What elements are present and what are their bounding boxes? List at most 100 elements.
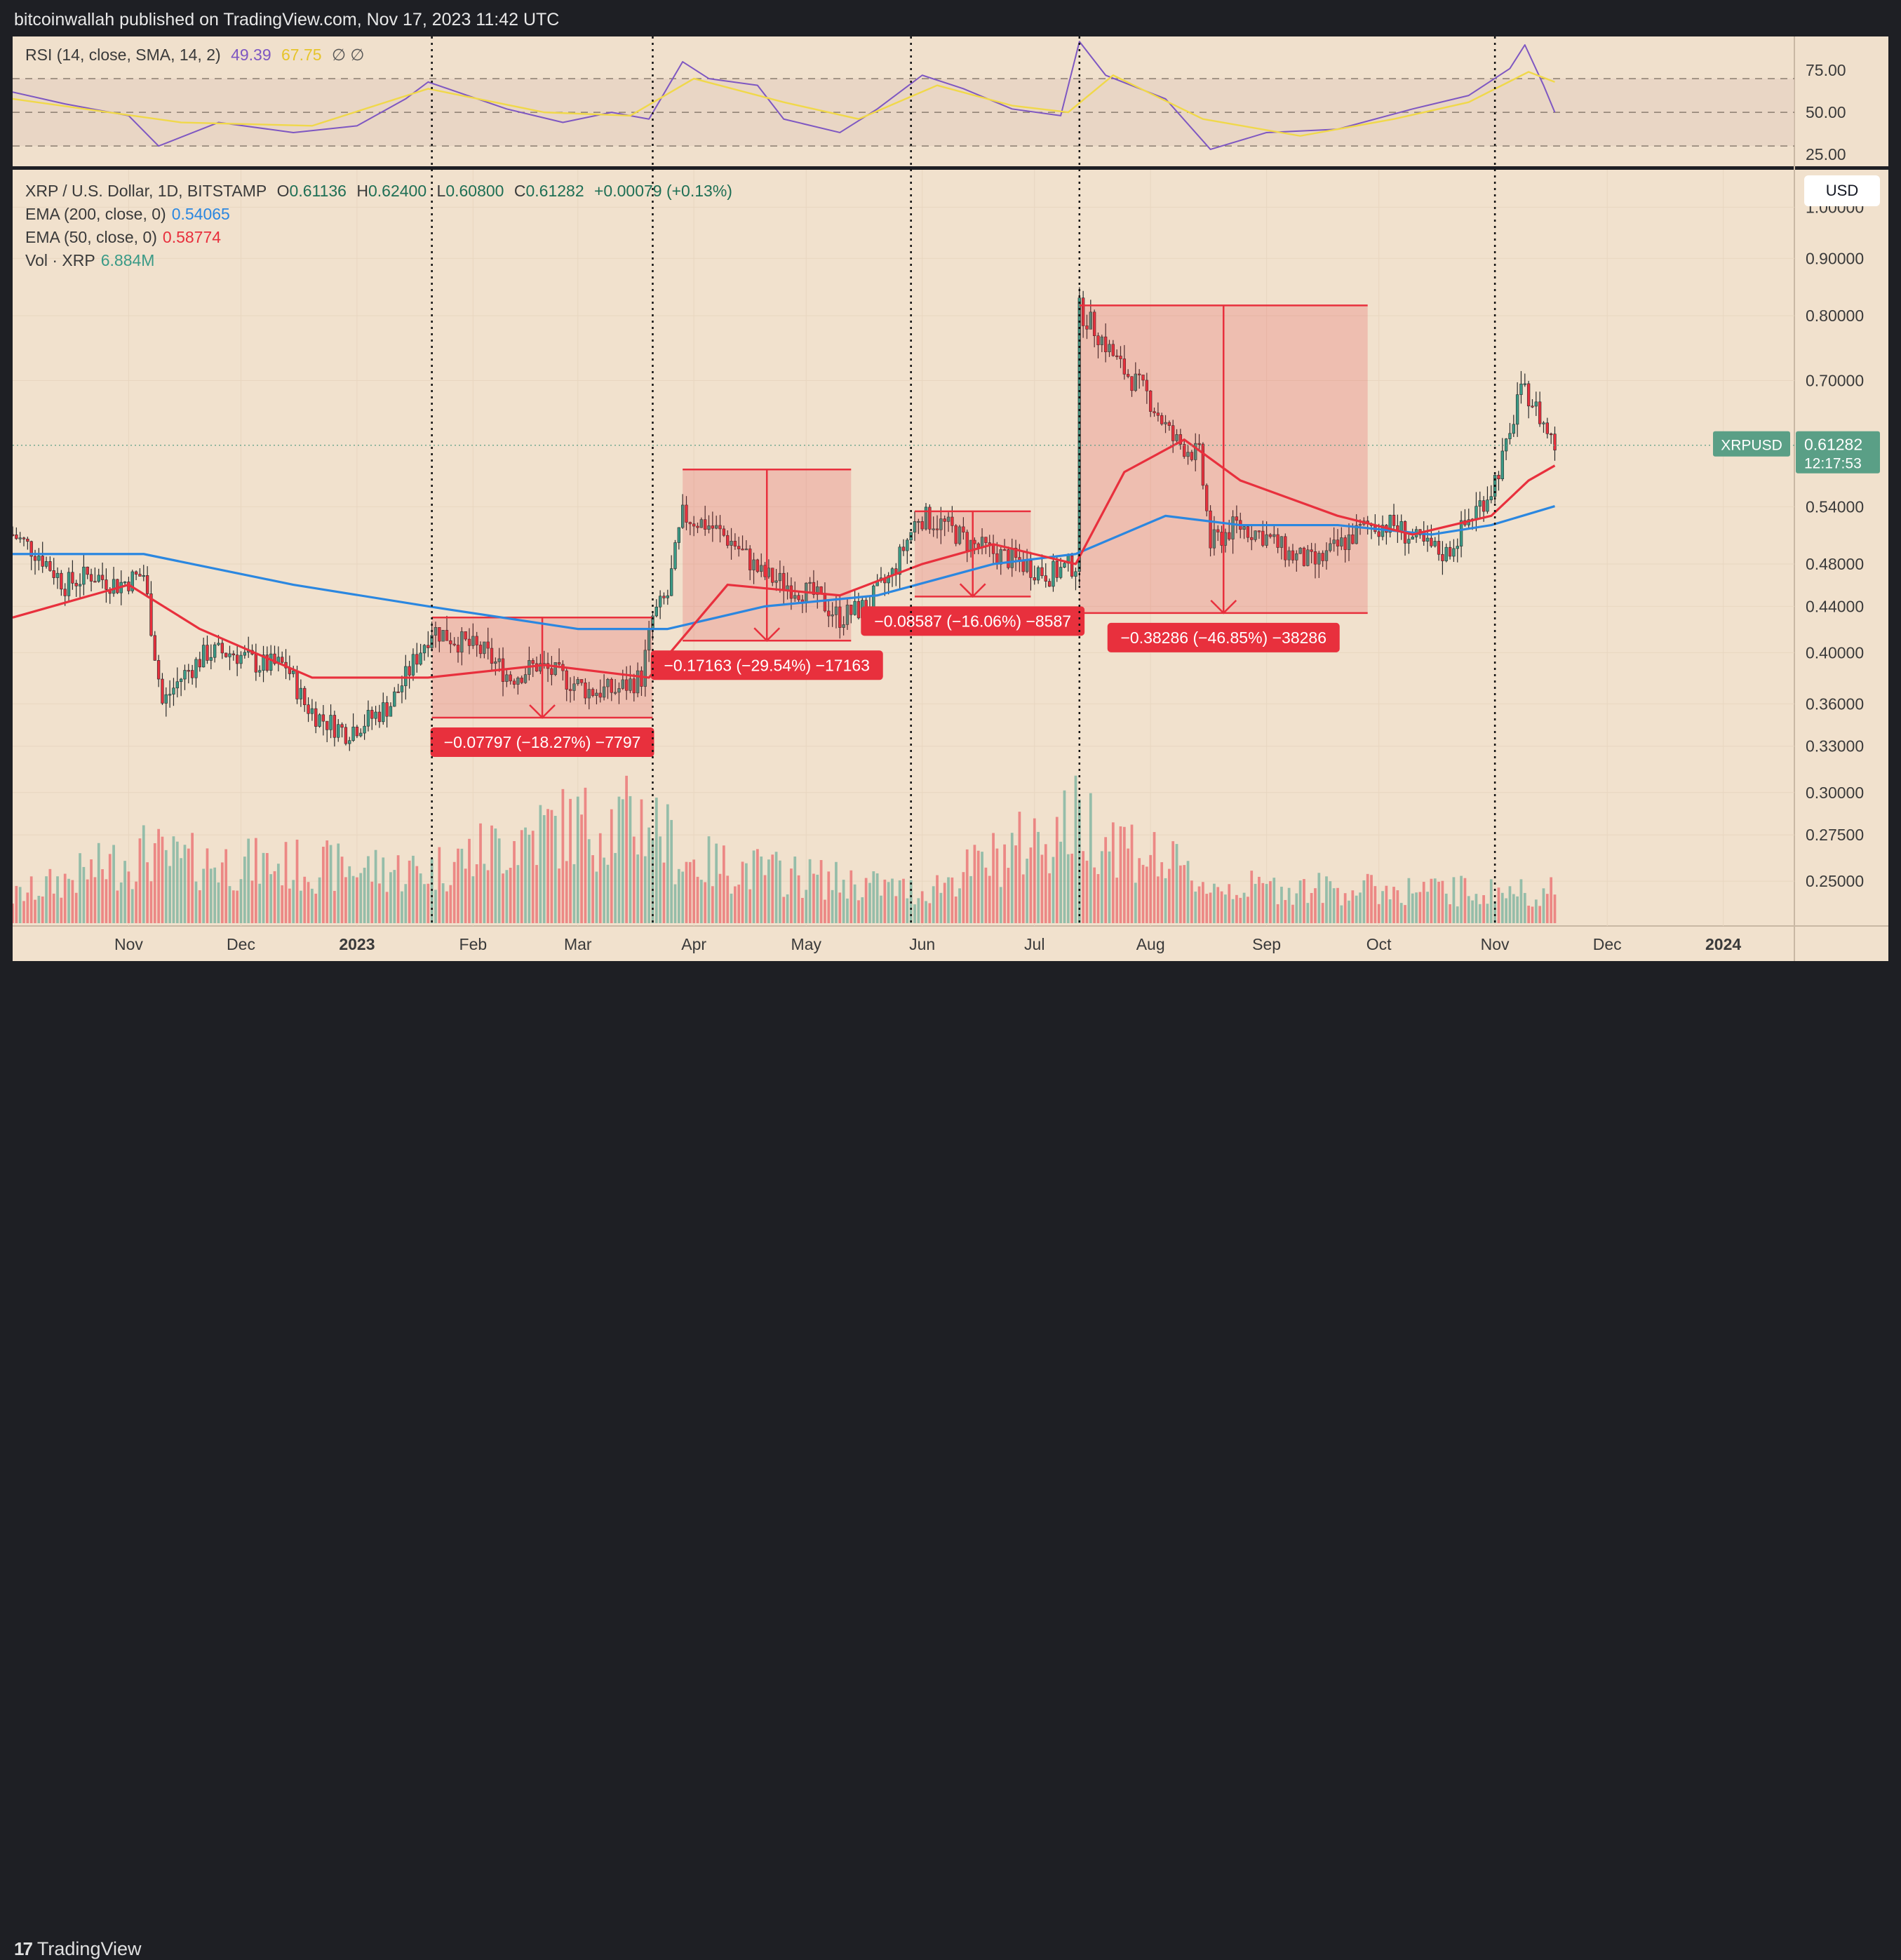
candle-body [60,572,63,590]
volume-bar [1437,881,1440,923]
candle-body [669,568,673,596]
candle-body [295,670,299,699]
currency-button[interactable]: USD [1804,175,1880,206]
candle-body [704,519,707,530]
chart-canvas[interactable]: 75.0050.0025.001.000000.900000.800000.70… [13,36,1888,961]
volume-bar [1100,851,1103,923]
time-axis-tick-label: May [791,935,822,953]
candle-body [224,652,228,657]
volume-bar [1329,881,1332,923]
volume-bar [625,775,628,923]
volume-bar [816,874,819,923]
volume-bar [1115,878,1119,923]
volume-bar [1385,885,1388,923]
candle-body [711,525,715,529]
candle-body [377,711,382,723]
volume-bar [1298,880,1302,923]
candle-body [1029,560,1033,578]
candle-body [946,516,951,522]
candle-body [258,670,262,673]
volume-bar [1377,904,1381,923]
candle-body [445,630,449,641]
volume-bar [857,900,860,923]
volume-bar [1306,903,1310,923]
volume-bar [224,849,228,923]
volume-bar [48,868,52,923]
symbol-tag-label: XRPUSD [1721,438,1782,454]
volume-bar [1396,890,1399,923]
candle-body [887,575,890,584]
candle-body [329,715,332,730]
candle-body [243,652,247,656]
time-axis-tick-label: Jun [909,935,935,953]
candle-body [55,572,60,578]
candle-body [1538,401,1542,424]
candle-body [63,589,67,596]
time-axis-tick-label: Nov [114,935,143,953]
candle-body [512,680,516,685]
rsi-legend-icons[interactable]: ∅ ∅ [331,46,365,64]
candle-body [26,539,29,542]
candle-body [52,570,55,578]
price-tag-value: 0.61282 [1804,436,1862,454]
candle-body [1549,434,1553,436]
volume-bar [969,875,972,923]
volume-bar [119,882,123,923]
candle-body [924,506,928,530]
candle-body [1388,514,1392,533]
chart-frame[interactable]: 75.00 50.00 25.00 1.00000 0.90000 0.80000 0.70… [13,36,1888,961]
volume-bar [164,850,168,923]
price-tag-box[interactable] [1796,431,1880,474]
measure-label-box [1107,622,1340,652]
candle-body [1134,373,1138,391]
volume-bar [1449,904,1451,923]
volume-bar [1209,892,1212,923]
candle-body [509,674,512,682]
candle-body [281,657,284,663]
volume-bar [1407,878,1411,923]
volume-bar [1258,876,1261,923]
volume-bar [734,886,737,923]
candle-body [624,679,629,691]
candle-body [265,655,269,671]
volume-bar [378,883,381,923]
candle-body [89,574,93,582]
candle-body [1534,401,1538,407]
candle-body [494,661,497,664]
candle-body [1055,561,1059,578]
volume-bar [1355,895,1358,923]
candle-body [1515,394,1519,425]
candle-body [1111,344,1115,356]
volume-bar [711,886,714,923]
candle-body [1347,534,1351,550]
candle-body [943,518,946,522]
candle-body [164,694,168,704]
volume-bar [288,888,291,923]
candle-body [471,636,475,646]
volume-bar [1059,841,1062,923]
volume-bar [875,873,879,923]
candle-body [490,647,494,664]
volume-bar [756,849,759,923]
volume-bar [202,868,206,923]
volume-bar [1224,894,1227,923]
volume-bar [868,882,871,923]
volume-bar [1167,868,1171,923]
volume-bar [1037,831,1040,923]
time-axis-tick-label: 2024 [1705,935,1741,953]
volume-bar [273,871,276,923]
symbol-tag-box[interactable] [1713,431,1790,457]
volume-bar [401,891,403,923]
volume-bar [348,866,351,923]
tradingview-logo[interactable]: 17 TradingView [14,1938,142,1960]
volume-bar [1321,903,1324,923]
candle-body [1108,344,1111,352]
volume-bar [699,880,703,923]
volume-bar [1444,893,1448,923]
candle-body [33,556,37,561]
volume-bar [1332,888,1336,923]
volume-bar [779,860,781,923]
price-axis-tick-label: 0.25000 [1806,872,1864,890]
candle-body [1542,422,1545,424]
volume-bar [973,845,976,923]
